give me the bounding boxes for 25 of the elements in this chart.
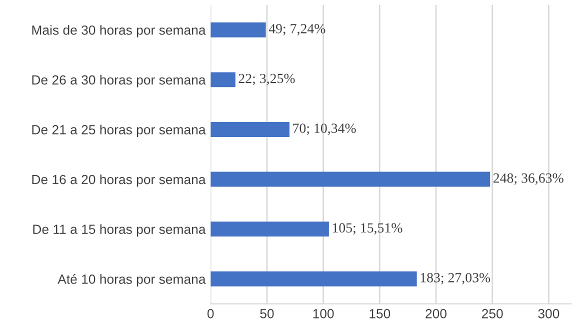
bar xyxy=(210,172,490,187)
bar xyxy=(210,22,266,38)
x-tick-label: 150 xyxy=(370,308,390,318)
data-label: 183; 27,03% xyxy=(420,272,490,284)
data-label: 105; 15,51% xyxy=(332,223,402,235)
x-tick-label: 0 xyxy=(207,308,214,318)
y-tick-label: De 26 a 30 horas por semana xyxy=(32,74,206,88)
y-tick-label: De 16 a 20 horas por semana xyxy=(32,174,206,187)
x-tick-label: 50 xyxy=(260,308,274,318)
bar xyxy=(210,72,236,88)
x-tick-label: 300 xyxy=(538,308,560,318)
bar xyxy=(210,222,329,237)
bar xyxy=(210,271,417,286)
bar xyxy=(210,122,290,137)
data-label: 49; 7,24% xyxy=(268,24,326,36)
x-tick-label: 250 xyxy=(482,308,503,318)
x-tick-label: 200 xyxy=(426,308,446,318)
y-tick-label: De 21 a 25 horas por semana xyxy=(32,124,206,137)
y-tick-label: De 11 a 15 horas por semana xyxy=(33,224,206,237)
x-tick-label: 100 xyxy=(313,308,334,318)
y-tick-label: Até 10 horas por semana xyxy=(58,274,206,286)
data-label: 70; 10,34% xyxy=(293,124,356,135)
y-tick-label: Mais de 30 horas por semana xyxy=(32,25,206,38)
data-label: 22; 3,25% xyxy=(238,74,295,86)
data-label: 248; 36,63% xyxy=(493,173,564,185)
